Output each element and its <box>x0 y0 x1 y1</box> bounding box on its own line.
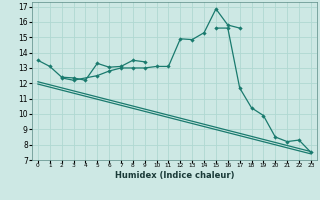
X-axis label: Humidex (Indice chaleur): Humidex (Indice chaleur) <box>115 171 234 180</box>
